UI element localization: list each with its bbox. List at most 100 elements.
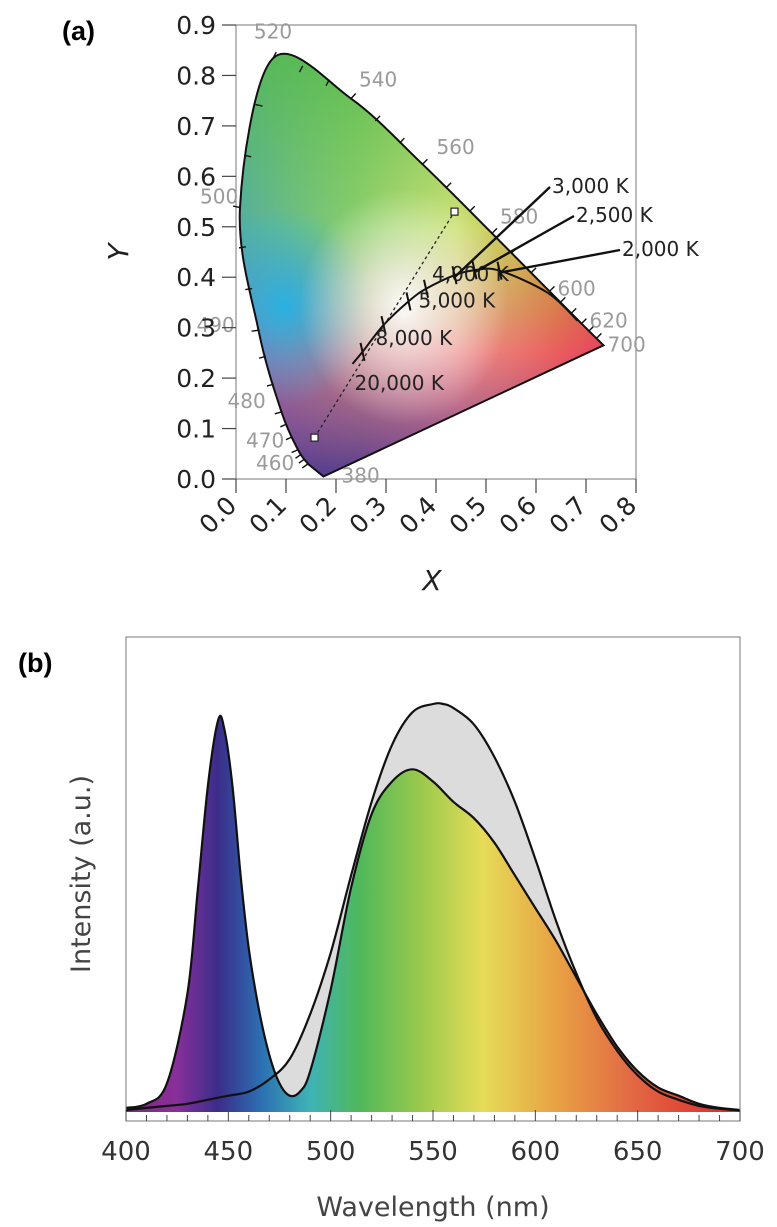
locus-tick (588, 325, 595, 332)
wavelength-label-460: 460 (256, 451, 294, 475)
locus-tick (325, 79, 330, 87)
locus-tick (595, 332, 602, 339)
x-tick-label-b: 600 (511, 1137, 561, 1167)
cct-label: 2,000 K (622, 237, 700, 261)
locus-tick (233, 205, 241, 209)
cct-label: 20,000 K (355, 371, 445, 395)
locus-tick (258, 355, 267, 359)
wavelength-label-490: 490 (197, 313, 235, 337)
wavelength-label-600: 600 (558, 276, 596, 300)
wavelength-label-470: 470 (246, 429, 284, 453)
cct-label: 4,000 K (432, 262, 510, 286)
wavelength-label-700: 700 (608, 332, 646, 356)
x-tick-label-a: 0.0 (194, 491, 243, 540)
phosphor-point (450, 207, 459, 216)
axes-b: 400 450 500 550 600 650 700 (101, 1110, 765, 1167)
cct-label: 8,000 K (376, 326, 454, 350)
locus-tick (301, 463, 309, 469)
cct-leader-line (499, 248, 621, 274)
series-line-emission (125, 714, 741, 1112)
x-tick-label-a: 0.1 (244, 491, 293, 540)
x-tick-label-b: 450 (204, 1137, 254, 1167)
x-tick-label-a: 0.6 (494, 491, 543, 540)
wavelength-label-620: 620 (590, 309, 628, 333)
locus-tick (559, 296, 566, 303)
locus-tick (469, 205, 476, 212)
cct-tick (496, 261, 503, 280)
cct-tick (380, 315, 387, 335)
cct-leader-line (453, 186, 551, 279)
locus-tick (295, 453, 302, 459)
cct-markers: 20,000 K 8,000 K 5,000 K4,000 K 3,000 K 2,50… (355, 174, 700, 395)
x-tick-label-b: 400 (101, 1137, 151, 1167)
cct-tick (423, 279, 429, 299)
cct-label: 3,000 K (552, 174, 630, 198)
locus-tick (274, 411, 282, 415)
y-tick-label-a: 0.3 (176, 314, 216, 343)
gamut-white-point (239, 53, 604, 477)
cct-tick (405, 292, 412, 311)
planckian-locus (351, 267, 579, 365)
locus-tick (549, 285, 555, 292)
locus-tick (285, 436, 293, 441)
blue-led-point (310, 433, 319, 442)
locus-tick (255, 103, 263, 107)
locus-tick (244, 154, 252, 158)
x-tick-label-b: 650 (613, 1137, 663, 1167)
locus-tick (238, 246, 247, 249)
y-tick-label-a: 0.1 (176, 415, 216, 444)
mixing-line (313, 211, 456, 438)
y-tick-label-a: 0.2 (176, 364, 216, 393)
x-axis-label-b: Wavelength (nm) (316, 1192, 549, 1223)
x-axis-label-a: X (420, 564, 442, 597)
panel-a-cie-chart: 380460470480490500520540560580600620700 … (102, 11, 700, 597)
y-axis-label-a: Y (102, 242, 135, 261)
cct-tick (471, 260, 478, 280)
y-tick-label-a: 0.8 (176, 61, 216, 90)
cct-label: 2,500 K (576, 203, 654, 227)
cct-label: 5,000 K (419, 288, 497, 312)
wavelength-label-540: 540 (359, 68, 397, 92)
series-line-phosphor (125, 702, 741, 1112)
locus-tick (530, 267, 537, 274)
x-tick-label-a: 0.4 (394, 491, 443, 540)
locus-tick (298, 65, 304, 73)
locus-tick (445, 182, 452, 189)
wavelength-label-500: 500 (200, 185, 238, 209)
locus-tick (280, 423, 288, 428)
wavelength-label-520: 520 (254, 19, 292, 43)
y-tick-label-a: 0.6 (176, 162, 216, 191)
y-tick-label-a: 0.0 (176, 465, 216, 494)
locus-tick (374, 115, 381, 122)
wavelength-label-480: 480 (228, 389, 266, 413)
y-tick-label-a: 0.9 (176, 11, 216, 40)
locus-tick (251, 329, 259, 332)
locus-tick (491, 227, 498, 234)
cct-tick (359, 342, 366, 362)
locus-tick (399, 137, 405, 144)
y-axis-label-b: Intensity (a.u.) (66, 775, 97, 973)
x-tick-label-b: 500 (306, 1137, 356, 1167)
locus-tick (298, 458, 306, 464)
cct-leader-line (473, 214, 575, 274)
x-tick-label-b: 700 (715, 1137, 765, 1167)
color-gamut-fill (239, 53, 604, 477)
locus-tick (422, 158, 428, 165)
locus-tick (245, 287, 253, 291)
panel-a-label: (a) (62, 16, 95, 46)
locus-tick (291, 449, 299, 454)
y-tick-label-a: 0.4 (176, 263, 216, 292)
locus-tick (570, 307, 577, 314)
spectral-locus-ticks (233, 51, 602, 469)
x-tick-label-a: 0.2 (294, 491, 343, 540)
x-tick-label-a: 0.3 (344, 491, 393, 540)
y-tick-label-a: 0.7 (176, 112, 216, 141)
wavelength-labels: 380460470480490500520540560580600620700 (197, 19, 646, 487)
x-tick-label-a: 0.5 (444, 491, 493, 540)
locus-tick (581, 318, 587, 325)
x-tick-label-a: 0.7 (544, 491, 593, 540)
wavelength-label-380: 380 (342, 463, 380, 487)
panel-b-label: (b) (18, 648, 52, 678)
wavelength-label-560: 560 (437, 135, 475, 159)
